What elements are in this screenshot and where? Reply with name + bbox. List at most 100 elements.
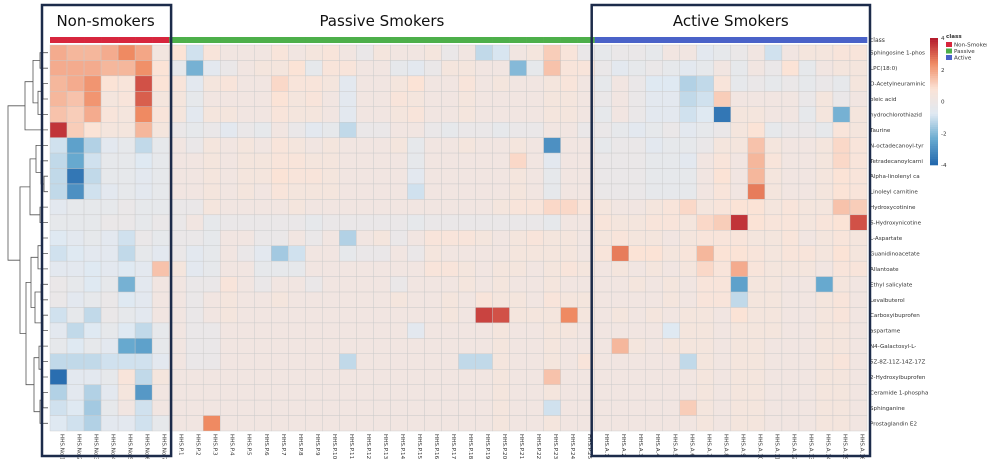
heatmap-cell <box>458 44 476 61</box>
heatmap-cell <box>560 183 578 200</box>
heatmap-cell <box>628 322 646 339</box>
heatmap-cell <box>117 44 136 61</box>
color-scale-band <box>930 105 938 109</box>
heatmap-cell <box>220 369 238 385</box>
heatmap-cell <box>441 168 459 185</box>
heatmap-cell <box>305 75 323 92</box>
heatmap-cell <box>798 322 817 339</box>
heatmap-cell <box>49 415 68 432</box>
class-annotation-cell <box>237 37 255 43</box>
heatmap-cell <box>271 121 289 138</box>
heatmap-cell <box>407 307 425 324</box>
heatmap-cell <box>696 369 715 385</box>
heatmap-cell <box>373 230 391 246</box>
heatmap-cell <box>628 415 646 432</box>
heatmap-cell <box>798 152 817 169</box>
heatmap-cell <box>288 183 306 200</box>
heatmap-cell <box>339 322 357 339</box>
heatmap-cell <box>543 260 561 277</box>
heatmap-cell <box>543 338 561 354</box>
heatmap-cell <box>407 199 425 216</box>
heatmap-cell <box>237 338 255 354</box>
heatmap-cell <box>679 199 697 216</box>
heatmap-cell <box>339 91 357 107</box>
class-annotation-cell <box>339 37 357 43</box>
heatmap-cell <box>407 399 425 416</box>
color-scale-band <box>930 162 938 166</box>
heatmap-cell <box>407 168 425 185</box>
heatmap-cell <box>220 183 238 200</box>
heatmap-cell <box>628 137 646 154</box>
heatmap-cell <box>764 214 783 231</box>
heatmap-cell <box>185 291 204 308</box>
heatmap-cell <box>781 137 800 154</box>
column-label: HHS.No.2 <box>76 434 82 459</box>
heatmap-cell <box>628 230 646 246</box>
heatmap-cell <box>390 75 408 92</box>
heatmap-cell <box>730 106 749 123</box>
heatmap-cell <box>407 384 425 401</box>
heatmap-cell <box>679 245 697 262</box>
heatmap-cell <box>560 230 578 246</box>
heatmap-cell <box>832 245 851 262</box>
heatmap-cell <box>696 60 715 77</box>
heatmap-cell <box>475 353 493 370</box>
heatmap-cell <box>83 106 102 123</box>
heatmap-cell <box>83 369 102 385</box>
heatmap-cell <box>185 168 204 185</box>
heatmap-cell <box>254 230 272 246</box>
heatmap-cell <box>407 121 425 138</box>
heatmap-cell <box>764 338 783 354</box>
heatmap-cell <box>288 152 306 169</box>
heatmap-cell <box>730 369 749 385</box>
heatmap-cell <box>611 91 629 107</box>
heatmap-cell <box>849 230 868 246</box>
column-label: HHS.P.21 <box>518 434 524 459</box>
heatmap-cell <box>645 291 663 308</box>
heatmap-cell <box>662 137 680 154</box>
heatmap-cell <box>100 260 119 277</box>
color-scale-band <box>930 139 938 143</box>
heatmap-cell <box>798 338 817 354</box>
heatmap-cell <box>560 260 578 277</box>
heatmap-cell <box>220 338 238 354</box>
heatmap-cell <box>322 199 340 216</box>
heatmap-cell <box>271 322 289 339</box>
heatmap-cell <box>526 353 544 370</box>
heatmap-cell <box>441 399 459 416</box>
heatmap-cell <box>441 415 459 432</box>
heatmap-cell <box>543 121 561 138</box>
color-scale-tick-label: 0 <box>941 100 945 106</box>
heatmap-cell <box>424 183 442 200</box>
heatmap-cell <box>83 183 102 200</box>
heatmap-cell <box>305 322 323 339</box>
heatmap-cell <box>151 353 170 370</box>
color-scale-band <box>930 150 938 153</box>
heatmap-cell <box>543 369 561 385</box>
heatmap-cell <box>764 245 783 262</box>
heatmap-cell <box>560 291 578 308</box>
heatmap-cell <box>679 291 697 308</box>
heatmap-cell <box>815 183 834 200</box>
color-scale-band <box>930 143 938 147</box>
heatmap-cell <box>543 214 561 231</box>
heatmap-cell <box>390 353 408 370</box>
heatmap-cell <box>339 214 357 231</box>
heatmap-cell <box>237 152 255 169</box>
heatmap-cell <box>645 322 663 339</box>
heatmap-cell <box>66 415 85 432</box>
heatmap-cell <box>458 415 476 432</box>
heatmap-cell <box>202 384 221 401</box>
heatmap-cell <box>100 168 119 185</box>
color-scale-band <box>930 73 938 77</box>
heatmap-cell <box>356 75 374 92</box>
heatmap-cell <box>526 415 544 432</box>
heatmap-cell <box>594 106 612 123</box>
heatmap-cell <box>185 44 204 61</box>
heatmap-cell <box>713 384 732 401</box>
heatmap-cell <box>83 415 102 432</box>
heatmap-cell <box>730 60 749 77</box>
heatmap-cell <box>747 60 766 77</box>
heatmap-cell <box>407 137 425 154</box>
heatmap-cell <box>645 106 663 123</box>
